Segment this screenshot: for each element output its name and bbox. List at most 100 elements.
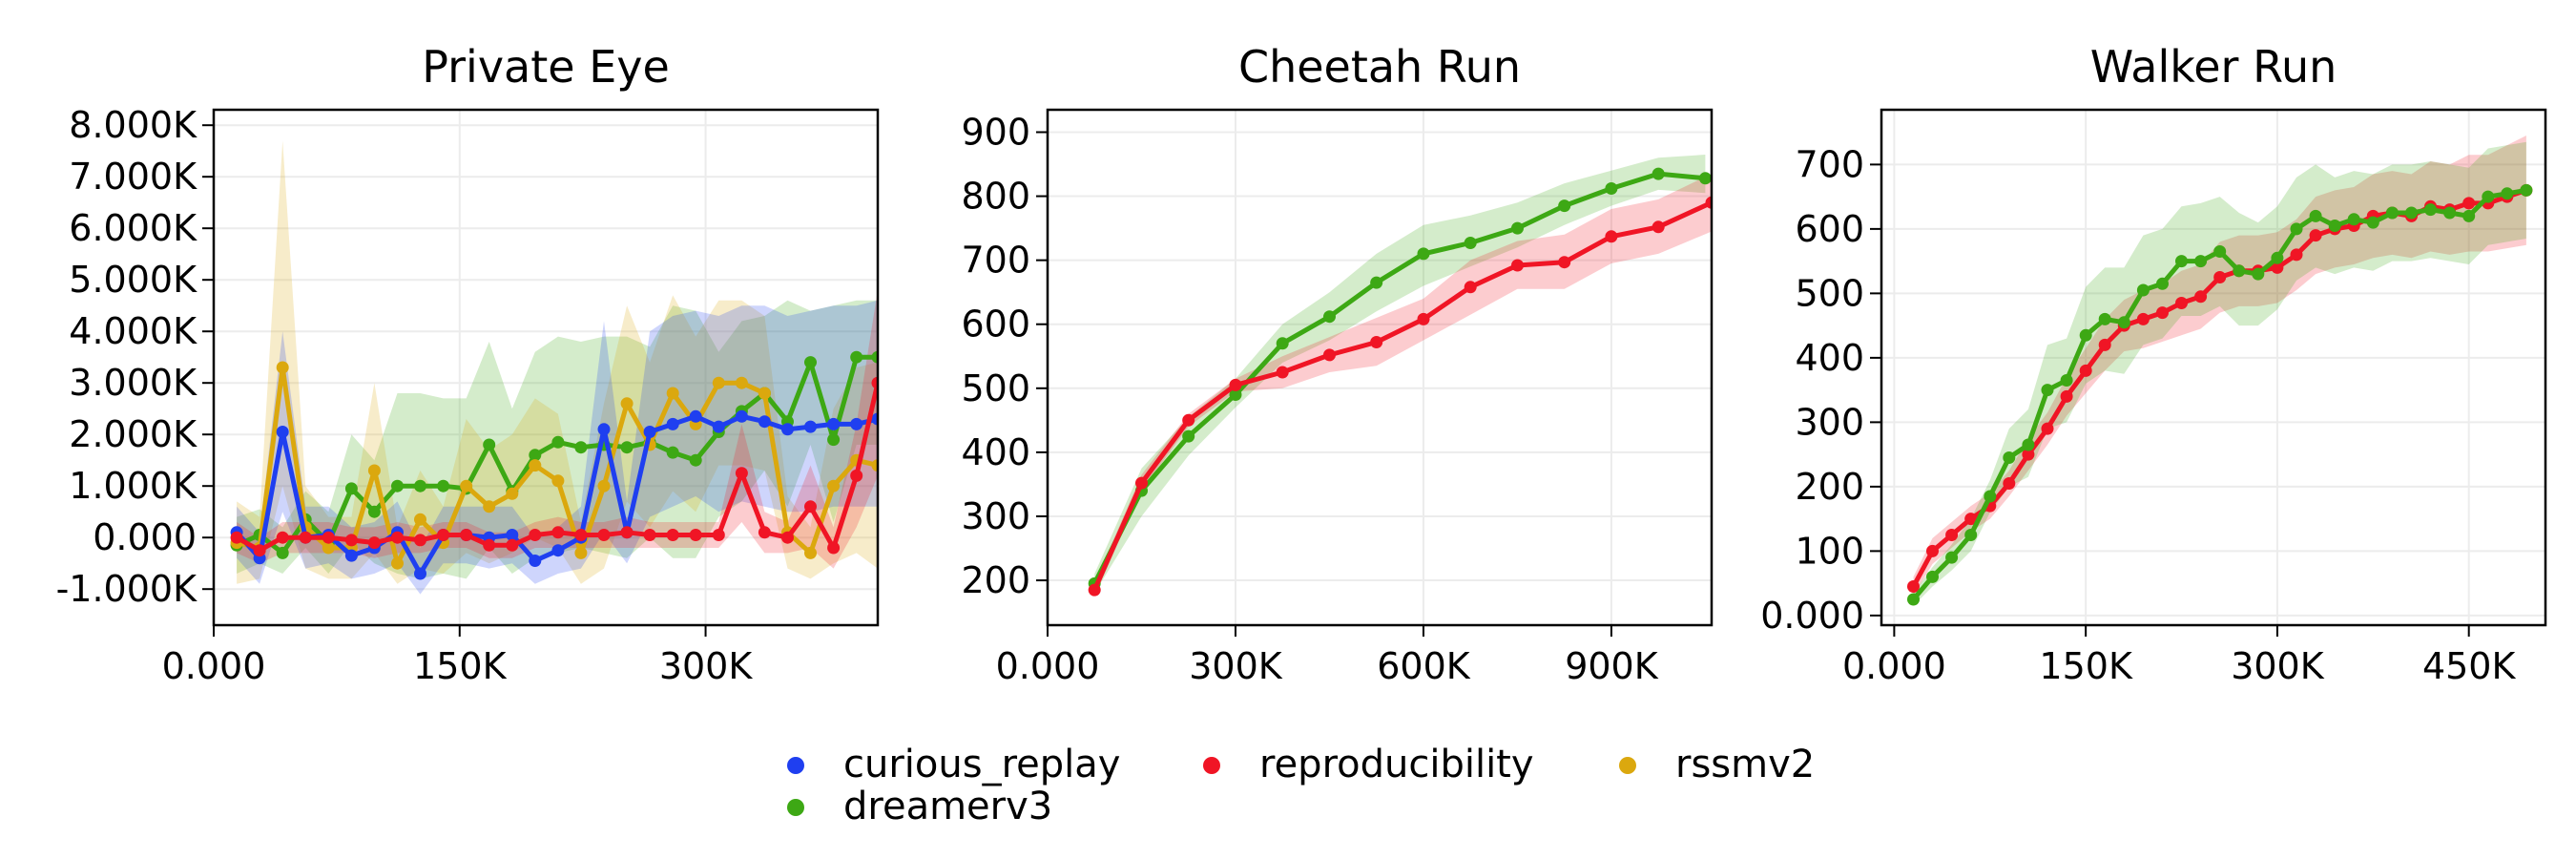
y-tick-label: 4.000K: [69, 310, 197, 352]
point-dreamerv3: [2022, 438, 2035, 451]
legend-item-reproducibility: reproducibility: [1203, 743, 1534, 786]
point-dreamerv3: [2003, 451, 2016, 464]
point-rssmv2: [483, 500, 496, 513]
point-curious-replay: [344, 549, 358, 562]
point-reproducibility: [1705, 196, 1712, 209]
y-tick-label: 700: [961, 240, 1030, 282]
point-reproducibility: [1926, 544, 1939, 557]
point-dreamerv3: [2233, 264, 2246, 278]
point-reproducibility: [276, 531, 289, 544]
point-dreamerv3: [1417, 247, 1430, 261]
point-reproducibility: [689, 529, 702, 541]
legend-marker: [1203, 757, 1220, 774]
point-rssmv2: [506, 487, 519, 500]
band-dreamerv3: [1913, 141, 2526, 606]
point-rssmv2: [414, 513, 426, 526]
point-rssmv2: [666, 387, 679, 400]
point-reproducibility: [1370, 336, 1383, 348]
point-reproducibility: [666, 529, 679, 541]
point-dreamerv3: [2136, 283, 2150, 297]
y-tick-label: 0.000: [1760, 595, 1864, 637]
point-dreamerv3: [2482, 190, 2495, 203]
point-curious-replay: [781, 423, 794, 436]
point-dreamerv3: [2405, 206, 2418, 220]
point-reproducibility: [758, 526, 771, 539]
point-reproducibility: [1323, 348, 1336, 362]
y-tick-label: 600: [961, 304, 1030, 346]
point-dreamerv3: [1984, 490, 1997, 503]
point-rssmv2: [391, 556, 404, 570]
legend-marker: [1619, 757, 1636, 774]
point-reproducibility: [483, 538, 496, 552]
point-dreamerv3: [2424, 203, 2437, 217]
point-rssmv2: [712, 376, 725, 389]
point-rssmv2: [827, 479, 841, 492]
point-rssmv2: [758, 387, 771, 400]
point-reproducibility: [551, 526, 565, 539]
point-dreamerv3: [689, 453, 702, 467]
point-reproducibility: [460, 529, 473, 541]
panel-title: Cheetah Run: [1238, 41, 1521, 93]
point-dreamerv3: [1276, 337, 1289, 350]
x-tick-label: 300K: [1189, 645, 1283, 687]
point-curious-replay: [529, 555, 542, 567]
point-curious-replay: [850, 417, 863, 430]
point-dreamerv3: [2290, 222, 2303, 236]
x-tick-label: 600K: [1377, 645, 1471, 687]
point-dreamerv3: [1945, 551, 1959, 564]
point-reproducibility: [414, 534, 426, 547]
point-dreamerv3: [2366, 216, 2379, 229]
point-dreamerv3: [529, 449, 542, 462]
band-reproducibility: [1094, 174, 1712, 597]
y-tick-label: 300: [961, 495, 1030, 537]
x-tick-label: 0.000: [162, 645, 266, 687]
point-reproducibility: [2060, 389, 2073, 403]
point-curious-replay: [735, 409, 748, 423]
point-dreamerv3: [1605, 182, 1618, 195]
point-dreamerv3: [2117, 316, 2130, 329]
point-rssmv2: [620, 397, 634, 410]
x-tick-label: 150K: [413, 645, 508, 687]
point-reproducibility: [1276, 366, 1289, 379]
point-dreamerv3: [850, 350, 863, 364]
point-reproducibility: [871, 376, 878, 389]
point-reproducibility: [2098, 338, 2111, 351]
point-reproducibility: [2213, 271, 2227, 283]
point-curious-replay: [276, 426, 289, 438]
point-dreamerv3: [2347, 213, 2360, 226]
legend-item-rssmv2: rssmv2: [1619, 743, 1815, 786]
point-reproducibility: [299, 531, 312, 544]
point-rssmv2: [597, 479, 611, 492]
point-reproducibility: [1511, 259, 1524, 272]
point-reproducibility: [1558, 256, 1571, 269]
point-curious-replay: [871, 412, 878, 426]
point-dreamerv3: [2060, 374, 2073, 387]
y-tick-label: 500: [961, 367, 1030, 409]
point-reproducibility: [253, 544, 266, 557]
point-curious-replay: [804, 420, 817, 433]
point-reproducibility: [1964, 513, 1978, 526]
point-dreamerv3: [483, 438, 496, 451]
y-tick-label: 400: [961, 431, 1030, 473]
point-reproducibility: [781, 531, 794, 544]
y-tick-label: 800: [961, 176, 1030, 218]
point-reproducibility: [1907, 580, 1920, 593]
x-tick-label: 900K: [1565, 645, 1659, 687]
band-dreamerv3: [1094, 155, 1706, 594]
point-reproducibility: [437, 529, 450, 541]
point-reproducibility: [620, 526, 634, 539]
point-dreamerv3: [2098, 312, 2111, 325]
point-reproducibility: [574, 529, 588, 541]
point-reproducibility: [230, 531, 243, 544]
point-dreamerv3: [574, 441, 588, 454]
point-reproducibility: [1464, 281, 1477, 294]
point-curious-replay: [689, 409, 702, 423]
legend-item-curious-replay: curious_replay: [787, 743, 1120, 786]
point-dreamerv3: [1926, 570, 1939, 583]
point-dreamerv3: [551, 435, 565, 449]
point-dreamerv3: [2271, 251, 2284, 264]
panel-title: Private Eye: [422, 41, 670, 93]
point-dreamerv3: [1511, 221, 1524, 235]
y-tick-label: 8.000K: [69, 104, 197, 146]
point-dreamerv3: [666, 446, 679, 459]
